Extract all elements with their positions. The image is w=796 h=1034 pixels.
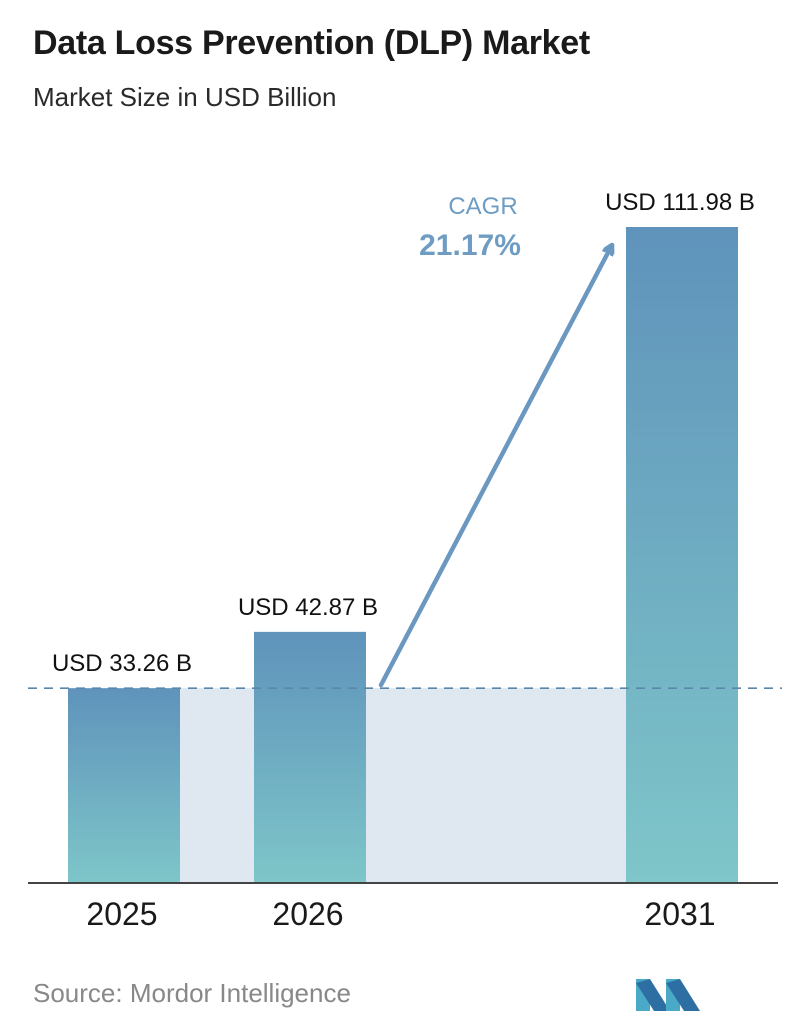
- x-tick-label-2026: 2026: [272, 896, 343, 932]
- cagr-arrow: [378, 242, 612, 688]
- chart-subtitle: Market Size in USD Billion: [33, 82, 337, 112]
- reference-band: [124, 688, 682, 883]
- bar-2026: [254, 631, 366, 883]
- data-label-2026: USD 42.87 B: [238, 594, 378, 621]
- data-label-2031: USD 111.98 B: [605, 189, 755, 216]
- bar-2025: [68, 688, 180, 883]
- cagr-value: 21.17%: [419, 229, 521, 262]
- bar-2031: [626, 227, 738, 883]
- source-note: Source: Mordor Intelligence: [33, 978, 351, 1008]
- data-label-2025: USD 33.26 B: [52, 650, 192, 677]
- x-tick-label-2031: 2031: [644, 896, 715, 932]
- mordor-intelligence-logo-icon: [636, 979, 700, 1011]
- chart-title: Data Loss Prevention (DLP) Market: [33, 24, 590, 62]
- cagr-label: CAGR: [448, 193, 517, 220]
- x-tick-label-2025: 2025: [86, 896, 157, 932]
- chart-plot: CAGR 21.17% USD 33.26 B 2025 USD 42.87 B 20…: [28, 189, 782, 932]
